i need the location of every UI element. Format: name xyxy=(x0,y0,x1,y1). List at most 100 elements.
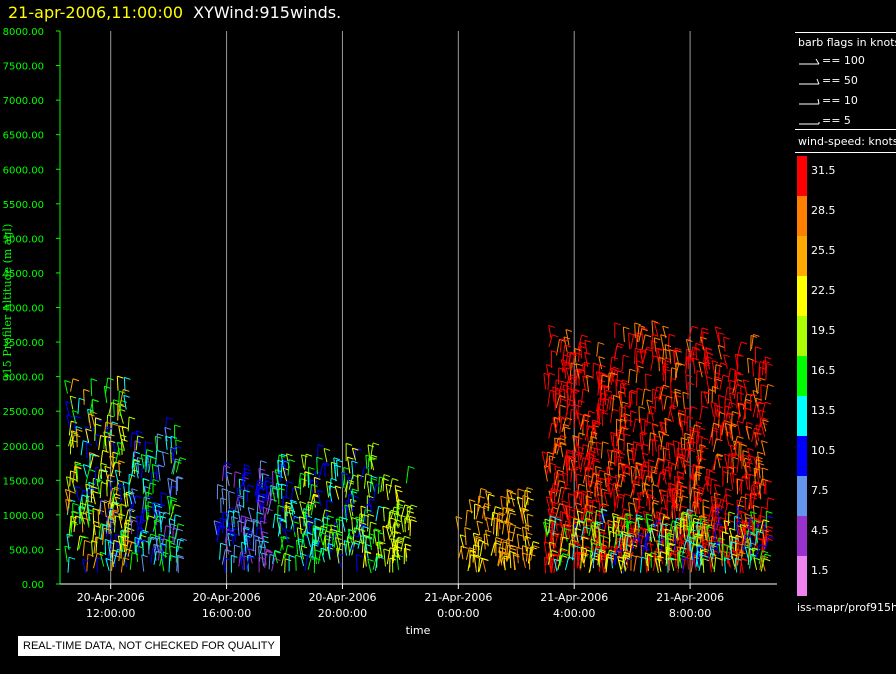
wind-barb xyxy=(672,494,679,509)
wind-barb xyxy=(246,484,255,503)
wind-barb xyxy=(677,412,685,428)
wind-barb xyxy=(82,464,90,477)
wind-barb xyxy=(562,344,571,361)
wind-barb xyxy=(625,520,632,535)
wind-barb xyxy=(694,471,702,490)
wind-barb xyxy=(681,556,689,574)
wind-barb xyxy=(87,504,95,522)
wind-barb xyxy=(568,542,576,559)
wind-barb xyxy=(729,535,736,551)
wind-barb xyxy=(104,435,112,452)
wind-barb xyxy=(582,493,590,511)
wind-barb xyxy=(762,419,769,432)
wind-barb xyxy=(220,497,227,513)
wind-barb xyxy=(120,434,127,450)
wind-barb xyxy=(367,457,375,476)
wind-barb xyxy=(681,447,688,463)
wind-barb xyxy=(698,554,709,571)
wind-barb xyxy=(729,392,736,408)
wind-barb xyxy=(649,527,656,542)
wind-barb xyxy=(476,520,484,536)
y-tick-label: 6500.00 xyxy=(3,131,44,142)
wind-barb xyxy=(67,556,76,573)
wind-barb xyxy=(740,511,747,528)
wind-barb xyxy=(630,410,637,427)
wind-barb xyxy=(669,349,676,364)
wind-barb xyxy=(162,451,169,466)
wind-barb xyxy=(607,460,615,476)
wind-barb xyxy=(364,504,373,522)
wind-barb xyxy=(72,465,81,484)
wind-barb xyxy=(267,498,278,515)
wind-barb xyxy=(651,501,659,518)
wind-barb xyxy=(690,517,701,534)
wind-barb xyxy=(630,537,641,554)
wind-barb xyxy=(642,510,650,524)
wind-barb xyxy=(708,427,719,444)
wind-barb xyxy=(299,478,307,495)
wind-barb xyxy=(584,351,591,367)
wind-barb xyxy=(562,504,570,519)
wind-barb xyxy=(368,533,376,550)
barb-legend-label: == 100 xyxy=(822,54,865,67)
wind-barb xyxy=(516,546,524,564)
wind-barb xyxy=(90,411,97,427)
speed-color-label: 13.5 xyxy=(811,404,836,417)
wind-barb xyxy=(83,388,90,405)
wind-barb xyxy=(341,472,349,488)
y-tick-label: 4500.00 xyxy=(3,269,44,280)
wind-barb xyxy=(588,505,597,522)
wind-barb xyxy=(134,536,142,553)
wind-barb xyxy=(711,360,719,374)
x-tick-label-time: 4:00:00 xyxy=(553,607,595,620)
wind-barb xyxy=(716,508,723,524)
wind-barb xyxy=(692,357,700,374)
wind-barb xyxy=(733,515,741,531)
wind-barb xyxy=(108,402,118,416)
wind-barb xyxy=(343,540,351,556)
wind-barb xyxy=(732,456,739,473)
wind-barb xyxy=(280,536,288,550)
speed-color-swatch xyxy=(797,516,807,556)
wind-barb xyxy=(118,483,126,503)
wind-barb xyxy=(492,506,502,521)
wind-barb xyxy=(95,536,104,554)
wind-barb xyxy=(142,478,150,493)
wind-barb xyxy=(409,519,417,537)
wind-barb xyxy=(763,479,772,495)
wind-barb xyxy=(557,435,567,450)
wind-barb xyxy=(615,524,623,541)
wind-barb xyxy=(564,556,575,571)
barb-sample-icon xyxy=(799,98,820,105)
wind-barb xyxy=(367,513,375,532)
wind-barb xyxy=(317,489,324,506)
wind-barb xyxy=(142,539,150,556)
wind-barb xyxy=(288,554,296,572)
wind-barb xyxy=(614,540,624,555)
wind-barb xyxy=(231,516,238,532)
wind-barb xyxy=(564,527,571,542)
speed-color-swatch xyxy=(797,236,807,276)
wind-barb xyxy=(661,348,670,364)
wind-barb xyxy=(763,515,774,532)
wind-barb xyxy=(405,465,415,484)
wind-barb xyxy=(755,544,766,559)
wind-barb xyxy=(646,554,654,571)
wind-barb xyxy=(284,558,292,573)
wind-barb xyxy=(493,536,503,553)
wind-barb xyxy=(383,548,390,567)
wind-barb xyxy=(598,528,606,547)
wind-barb xyxy=(615,529,623,545)
legend-divider xyxy=(795,152,896,153)
wind-barb xyxy=(717,344,725,360)
wind-barb xyxy=(66,476,73,491)
wind-barb xyxy=(696,521,703,537)
wind-barb xyxy=(689,542,697,560)
wind-barb xyxy=(704,351,711,368)
wind-barb xyxy=(641,334,652,350)
y-axis-title: 915 Profiler Altitude (m agl) xyxy=(1,224,14,381)
wind-barb xyxy=(222,511,229,530)
wind-barb xyxy=(385,483,393,501)
wind-barb xyxy=(130,432,139,448)
speed-color-swatch xyxy=(797,396,807,436)
